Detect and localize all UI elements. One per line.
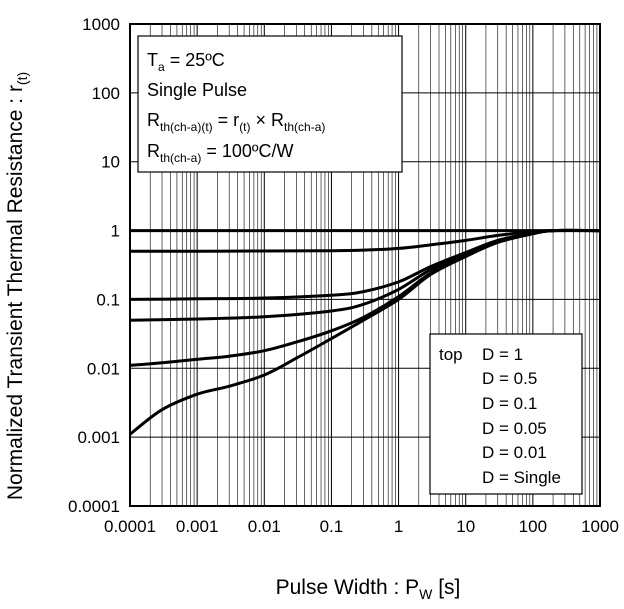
x-tick-label: 10 bbox=[456, 517, 475, 536]
x-tick-label: 0.0001 bbox=[104, 517, 156, 536]
y-tick-labels: 1000 100 10 1 0.1 0.01 0.001 0.0001 bbox=[68, 15, 120, 516]
legend-entry: D = 0.1 bbox=[482, 394, 537, 413]
x-tick-label: 0.1 bbox=[320, 517, 344, 536]
y-tick-label: 0.1 bbox=[96, 290, 120, 309]
y-axis-title: Normalized Transient Thermal Resistance … bbox=[4, 72, 30, 500]
series-lines bbox=[129, 228, 601, 436]
y-tick-label: 100 bbox=[92, 84, 120, 103]
legend-entry: D = 0.01 bbox=[482, 443, 547, 462]
y-tick-label: 0.01 bbox=[87, 359, 120, 378]
x-tick-label: 100 bbox=[519, 517, 547, 536]
condition-formula: Rth(ch-a)(t) = r(t) × Rth(ch-a) bbox=[147, 110, 325, 134]
y-tick-label: 10 bbox=[101, 153, 120, 172]
y-tick-label: 1000 bbox=[82, 15, 120, 34]
x-tick-label: 0.01 bbox=[248, 517, 281, 536]
x-tick-label: 1 bbox=[394, 517, 403, 536]
y-tick-label: 0.001 bbox=[77, 428, 120, 447]
x-tick-label: 1000 bbox=[581, 517, 619, 536]
conditions-box: Ta = 25ºC Single Pulse Rth(ch-a)(t) = r(… bbox=[137, 35, 403, 173]
legend-entry: D = 0.05 bbox=[482, 419, 547, 438]
x-tick-label: 0.001 bbox=[176, 517, 219, 536]
legend-prefix: top bbox=[439, 345, 463, 364]
legend: top D = 1 D = 0.5 D = 0.1 D = 0.05 D = 0… bbox=[429, 333, 583, 495]
x-axis-title: Pulse Width : PW [s] bbox=[276, 576, 461, 602]
legend-entry: D = Single bbox=[482, 468, 561, 487]
condition-ambient-temperature: Ta = 25ºC bbox=[147, 50, 225, 74]
legend-frame bbox=[429, 333, 583, 495]
y-tick-label: 0.0001 bbox=[68, 497, 120, 516]
x-tick-labels: 0.0001 0.001 0.01 0.1 1 10 100 1000 bbox=[104, 517, 619, 536]
legend-entry: D = 0.5 bbox=[482, 369, 537, 388]
condition-single-pulse: Single Pulse bbox=[147, 80, 247, 100]
plot-frame bbox=[129, 23, 601, 507]
series-line bbox=[129, 228, 601, 436]
conditions-box-frame bbox=[137, 35, 403, 173]
legend-entry: D = 1 bbox=[482, 345, 523, 364]
condition-rth: Rth(ch-a) = 100ºC/W bbox=[147, 141, 293, 165]
y-tick-label: 1 bbox=[111, 222, 120, 241]
